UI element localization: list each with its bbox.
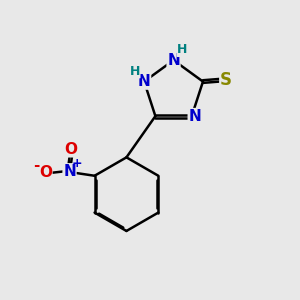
Text: O: O	[39, 165, 52, 180]
Text: N: N	[138, 74, 151, 89]
Text: N: N	[167, 53, 180, 68]
Text: -: -	[33, 158, 40, 173]
Text: N: N	[63, 164, 76, 179]
Text: N: N	[188, 109, 201, 124]
Text: S: S	[220, 71, 232, 89]
Text: +: +	[71, 158, 82, 170]
Text: H: H	[177, 44, 188, 56]
Text: H: H	[130, 65, 140, 78]
Text: O: O	[64, 142, 77, 157]
